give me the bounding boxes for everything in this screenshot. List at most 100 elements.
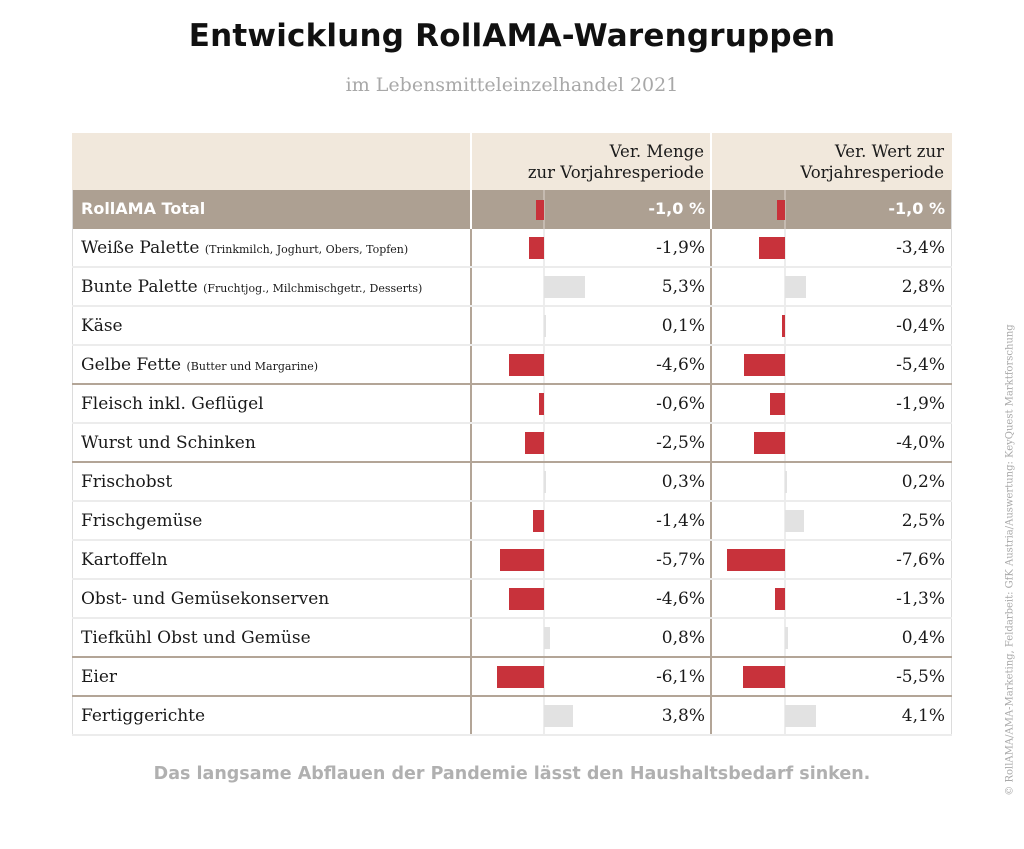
column-divider	[710, 619, 712, 656]
row-border	[951, 268, 952, 305]
bar-wert	[775, 588, 785, 610]
column-divider	[710, 697, 712, 734]
bar-wert	[754, 432, 785, 454]
column-divider	[470, 463, 472, 500]
value-wert: -1,9%	[896, 394, 945, 414]
row-label: Fleisch inkl. Geflügel	[81, 385, 264, 423]
row-label: Fertiggerichte	[81, 697, 205, 735]
column-divider	[710, 658, 712, 695]
bar-axis	[784, 229, 786, 266]
bar-wert	[770, 393, 785, 415]
table-row: Käse 0,1% -0,4%	[72, 307, 952, 346]
bar-axis	[543, 346, 545, 383]
table-row: Obst- und Gemüsekonserven -4,6% -1,3%	[72, 580, 952, 619]
footer-note: Das langsame Abflauen der Pandemie lässt…	[153, 764, 871, 784]
row-border	[72, 580, 73, 617]
category-name: Frischgemüse	[81, 511, 203, 531]
column-divider	[710, 541, 712, 578]
bar-wert	[781, 315, 785, 337]
row-border	[951, 463, 952, 500]
bar-menge	[544, 315, 546, 337]
bar-menge	[536, 200, 544, 220]
data-table: Ver. Menge zur Vorjahresperiode Ver. Wer…	[72, 133, 952, 736]
row-border	[72, 385, 73, 422]
category-subtext: (Fruchtjog., Milchmischgetr., Desserts)	[203, 282, 423, 295]
category-name: Fleisch inkl. Geflügel	[81, 394, 264, 414]
value-menge: 3,8%	[661, 706, 705, 726]
bar-axis	[784, 307, 786, 344]
bar-menge	[508, 588, 544, 610]
row-label: Kartoffeln	[81, 541, 168, 579]
category-name: RollAMA Total	[81, 199, 206, 218]
category-name: Weiße Palette	[81, 238, 200, 258]
bar-wert	[785, 627, 789, 649]
column-divider	[470, 502, 472, 539]
value-menge: 0,3%	[661, 472, 705, 492]
bar-wert	[777, 200, 785, 220]
value-menge: -0,6%	[656, 394, 705, 414]
category-name: Kartoffeln	[81, 550, 168, 570]
table-row: Tiefkühl Obst und Gemüse 0,8% 0,4%	[72, 619, 952, 658]
bar-axis	[784, 424, 786, 461]
column-divider	[470, 541, 472, 578]
value-menge: -1,0 %	[648, 199, 705, 218]
value-wert: -1,0 %	[888, 199, 945, 218]
row-border	[72, 619, 73, 656]
column-divider	[710, 268, 712, 305]
row-border	[951, 346, 952, 383]
source-credit: © RollAMA/AMA-Marketing, Feldarbeit: GfK…	[1004, 324, 1016, 796]
bar-menge	[500, 549, 544, 571]
table-row: Gelbe Fette (Butter und Margarine) -4,6% -…	[72, 346, 952, 385]
row-border	[72, 346, 73, 383]
bar-wert	[785, 471, 787, 493]
column-divider	[710, 580, 712, 617]
value-wert: -7,6%	[896, 550, 945, 570]
chart-title: Entwicklung RollAMA-Warengruppen	[188, 18, 836, 54]
value-menge: -1,9%	[656, 238, 705, 258]
bar-menge	[544, 276, 585, 298]
column-divider	[470, 190, 472, 229]
value-wert: 2,5%	[901, 511, 945, 531]
bar-axis	[543, 385, 545, 422]
row-border	[72, 268, 73, 305]
row-border	[951, 619, 952, 656]
table-row: Frischobst 0,3% 0,2%	[72, 463, 952, 502]
row-border	[72, 229, 73, 266]
row-label: Gelbe Fette (Butter und Margarine)	[81, 346, 318, 386]
value-wert: 4,1%	[901, 706, 945, 726]
row-label: Weiße Palette (Trinkmilch, Joghurt, Ober…	[81, 229, 408, 269]
bar-axis	[784, 541, 786, 578]
row-label: Obst- und Gemüsekonserven	[81, 580, 329, 618]
column-divider	[710, 463, 712, 500]
table-row: Weiße Palette (Trinkmilch, Joghurt, Ober…	[72, 229, 952, 268]
row-label: Frischgemüse	[81, 502, 202, 540]
row-border	[951, 229, 952, 266]
row-label: Bunte Palette (Fruchtjog., Milchmischget…	[81, 268, 422, 308]
column-divider	[470, 346, 472, 383]
value-wert: -3,4%	[896, 238, 945, 258]
bar-wert	[785, 705, 817, 727]
bar-axis	[543, 424, 545, 461]
bar-axis	[784, 190, 786, 229]
category-name: Bunte Palette	[81, 277, 198, 297]
bar-menge	[544, 471, 547, 493]
column-divider	[710, 385, 712, 422]
category-name: Gelbe Fette	[81, 355, 182, 375]
column-divider	[710, 229, 712, 266]
header-separator	[710, 133, 712, 190]
row-label: Käse	[81, 307, 123, 345]
bar-axis	[784, 580, 786, 617]
row-label: Eier	[81, 658, 117, 696]
value-menge: -4,6%	[656, 589, 705, 609]
column-header-wert-line2: Vorjahresperiode	[800, 163, 944, 182]
category-name: Wurst und Schinken	[81, 433, 256, 453]
value-menge: -6,1%	[656, 667, 705, 687]
table-body: RollAMA Total -1,0 % -1,0 % Weiße Palette (…	[72, 190, 952, 736]
category-name: Eier	[81, 667, 118, 687]
bar-axis	[543, 190, 545, 229]
bar-axis	[543, 502, 545, 539]
category-name: Tiefkühl Obst und Gemüse	[81, 628, 311, 648]
row-border	[72, 541, 73, 578]
category-name: Käse	[81, 316, 123, 336]
column-divider	[710, 424, 712, 461]
